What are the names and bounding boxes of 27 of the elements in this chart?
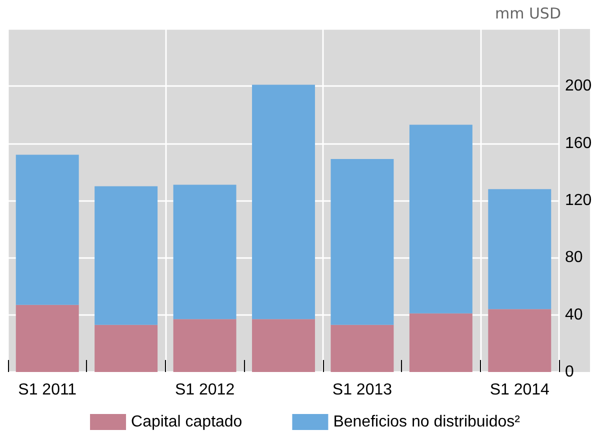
bar	[409, 124, 472, 314]
y-tick-label: 40	[565, 306, 583, 324]
x-tick-label: S1 2014	[490, 382, 550, 398]
bar	[173, 184, 236, 320]
bar	[16, 304, 79, 372]
legend-label: Beneficios no distribuidos²	[333, 414, 521, 430]
y-tick-label: 80	[565, 249, 583, 266]
y-tick-label: 120	[565, 192, 592, 209]
bar	[252, 319, 315, 372]
bar	[94, 186, 158, 325]
y-tick-label: 200	[565, 78, 592, 95]
bar	[488, 189, 552, 310]
x-tick-label: S1 2011	[18, 382, 77, 398]
bar	[488, 309, 552, 372]
legend-label: Capital captado	[131, 414, 242, 430]
bar	[330, 159, 394, 325]
x-tick-label: S1 2012	[174, 382, 235, 398]
bar	[252, 84, 315, 320]
bar	[330, 324, 394, 372]
y-tick-label: 160	[565, 134, 592, 152]
y-axis-title: mm USD	[494, 4, 561, 22]
y-tick-label: 0	[565, 364, 574, 380]
bar	[16, 154, 79, 305]
x-tick-label: S1 2013	[332, 382, 392, 398]
bar	[94, 324, 158, 372]
bar	[409, 313, 472, 372]
bar	[173, 319, 236, 372]
